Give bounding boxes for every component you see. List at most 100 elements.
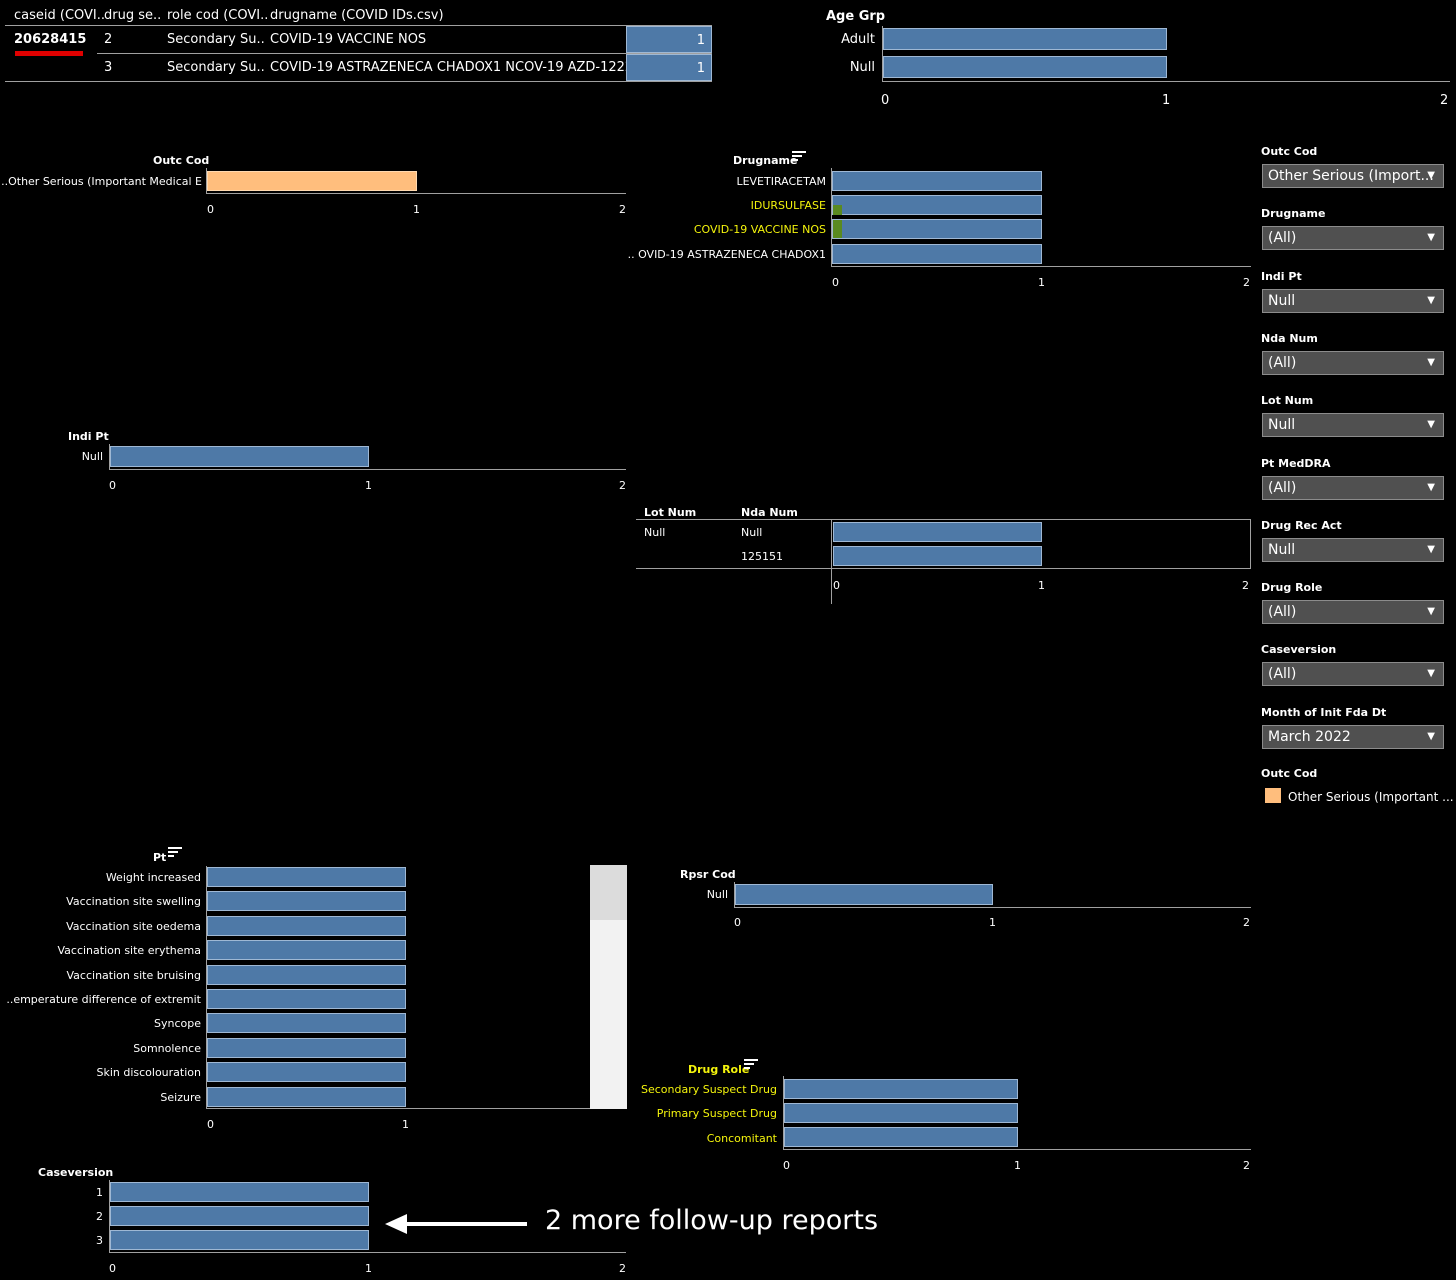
col-header-role-cod[interactable]: role cod (COVI.. [167,8,269,23]
filter-label: Lot Num [1261,394,1314,408]
pt-scrollbar-thumb[interactable] [590,865,627,920]
age-grp-label-null: Null [849,60,875,75]
drugname-highlight-3 [833,220,842,238]
row2-value-cell[interactable]: 1 [626,54,712,81]
chevron-down-icon[interactable]: ▼ [1427,606,1435,618]
age-grp-yaxis [882,26,883,82]
drugname-tick-2: 2 [1243,276,1250,289]
chevron-down-icon[interactable]: ▼ [1427,730,1435,742]
lot-num-header: Lot Num [644,506,697,519]
drug-role-tick-2: 2 [1243,1159,1250,1172]
pt-bar[interactable] [207,1062,406,1083]
col-header-drugname[interactable]: drugname (COVID IDs.csv) [270,8,444,23]
drugname-label-1: LEVETIRACETAM [736,175,826,188]
chevron-down-icon[interactable]: ▼ [1427,668,1435,680]
drug-role-yaxis [783,1076,784,1150]
filter-dropdown[interactable]: Other Serious (Import... ▼ [1262,164,1444,188]
row2-value: 1 [696,61,705,76]
chevron-down-icon[interactable]: ▼ [1427,356,1435,368]
drugname-bar-3[interactable] [832,219,1042,239]
filter-dropdown[interactable]: March 2022 ▼ [1262,724,1444,749]
filter-dropdown[interactable]: Null ▼ [1262,288,1444,313]
outc-cod-bar[interactable] [207,171,417,191]
age-grp-tick-0: 0 [881,93,890,108]
pt-bar[interactable] [207,940,406,961]
drugname-xaxis [831,266,1251,267]
chevron-down-icon[interactable]: ▼ [1427,481,1435,493]
pt-bar[interactable] [207,989,406,1009]
age-grp-bar-null[interactable] [883,56,1167,78]
drugname-tick-1: 1 [1038,276,1045,289]
filter-dropdown-value: (All) [1268,604,1297,621]
legend-swatch[interactable] [1265,788,1281,803]
lot-nda-xaxis [636,568,1251,569]
drug-role-bar-1[interactable] [784,1079,1018,1099]
indi-pt-bar[interactable] [110,446,369,467]
outc-cod-tick-0: 0 [207,203,214,216]
col-header-caseid[interactable]: caseid (COVI.. [14,8,106,23]
caseversion-yaxis [109,1180,110,1253]
sort-icon[interactable] [792,151,806,161]
filter-label: Drugname [1261,207,1326,221]
pt-bar[interactable] [207,867,406,887]
chevron-down-icon[interactable]: ▼ [1427,294,1435,306]
caseversion-xaxis [109,1252,626,1253]
drug-role-bar-2[interactable] [784,1103,1018,1123]
chevron-down-icon[interactable]: ▼ [1427,170,1435,181]
pt-label: Somnolence [133,1041,201,1055]
filter-dropdown[interactable]: (All) ▼ [1262,350,1444,375]
chevron-down-icon[interactable]: ▼ [1427,543,1435,555]
sort-icon[interactable] [744,1059,758,1069]
indi-pt-title: Indi Pt [68,430,109,443]
rpsr-cod-bar[interactable] [735,884,993,905]
nda-bar-null[interactable] [833,522,1042,542]
age-grp-xaxis [882,81,1450,82]
outc-cod-tick-1: 1 [413,203,420,216]
caseid-cell[interactable]: 20628415 [14,32,87,47]
chevron-down-icon[interactable]: ▼ [1427,419,1435,431]
filter-dropdown[interactable]: (All) ▼ [1262,475,1444,500]
pt-bar[interactable] [207,891,406,912]
caseversion-bar-1[interactable] [110,1182,369,1202]
nda-bar-125151[interactable] [833,546,1042,566]
filter-dropdown-value: (All) [1268,354,1297,371]
pt-label: Syncope [154,1017,201,1031]
drugname-yaxis [831,168,832,267]
col-header-drug-seq[interactable]: drug se.. [104,8,162,23]
filter-dropdown[interactable]: Null ▼ [1262,413,1444,438]
drug-role-label-2: Primary Suspect Drug [656,1107,777,1120]
drugname-bar-1[interactable] [832,171,1042,191]
age-grp-tick-2: 2 [1440,93,1449,108]
row1-value-cell[interactable]: 1 [626,26,712,53]
pt-bar[interactable] [207,1086,406,1107]
drug-role-tick-1: 1 [1014,1159,1021,1172]
indi-pt-tick-0: 0 [109,479,116,492]
drugname-bar-4[interactable] [832,244,1042,264]
pt-bar[interactable] [207,915,406,936]
caseid-red-underline [15,51,83,56]
age-grp-bar-adult[interactable] [883,28,1167,50]
drug-role-tick-0: 0 [783,1159,790,1172]
caseversion-bar-2[interactable] [110,1206,369,1226]
filter-dropdown-value: Other Serious (Import... [1268,168,1434,184]
nda-num-value-1: Null [741,526,763,539]
pt-bar[interactable] [207,1037,406,1058]
chevron-down-icon[interactable]: ▼ [1427,232,1435,244]
drugname-bar-2[interactable] [832,195,1042,215]
filter-dropdown-value: (All) [1268,230,1297,247]
lot-nda-header-rule [636,519,1251,520]
row1-seq: 2 [104,32,113,47]
filter-dropdown[interactable]: (All) ▼ [1262,600,1444,625]
filter-dropdown[interactable]: Null ▼ [1262,537,1444,562]
caseversion-tick-1: 1 [365,1262,372,1275]
pt-bar[interactable] [207,964,406,985]
caseversion-bar-3[interactable] [110,1230,369,1250]
filter-dropdown[interactable]: (All) ▼ [1262,226,1444,251]
filter-dropdown[interactable]: (All) ▼ [1262,662,1444,687]
legend-title: Outc Cod [1261,767,1318,780]
drug-role-bar-3[interactable] [784,1127,1018,1147]
legend-item-label[interactable]: Other Serious (Important ... [1288,790,1454,804]
filter-label: Drug Rec Act [1261,518,1342,532]
sort-icon[interactable] [168,847,182,857]
pt-bar[interactable] [207,1013,406,1034]
